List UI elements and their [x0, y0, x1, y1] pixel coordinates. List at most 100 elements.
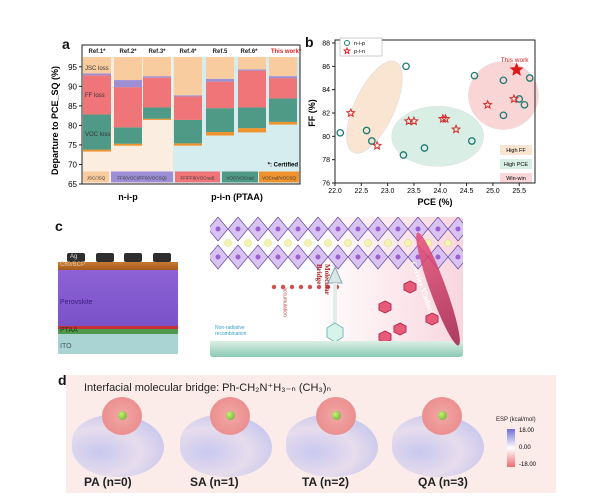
- bar-segment: [206, 78, 234, 82]
- panel-label-c: c: [55, 218, 63, 234]
- legend-swatch: [175, 171, 220, 183]
- a-site-cation: [264, 239, 272, 247]
- colorbar-tick: 0.00: [519, 445, 531, 451]
- y-tick-label: 88: [322, 41, 330, 48]
- y-tick-label: 82: [322, 111, 330, 118]
- ptaa-layer: [58, 329, 178, 334]
- bar-segment: [269, 98, 297, 122]
- ito-layer: [58, 334, 178, 354]
- a-site-cation: [344, 239, 352, 247]
- bar-segment: [269, 78, 297, 99]
- ag-electrode: [153, 253, 171, 262]
- y-tick-label: 86: [322, 64, 330, 71]
- esp-panel: Interfacial molecular bridge: Ph-CH₂N⁺H₃…: [66, 375, 556, 493]
- b-site-atom: [335, 254, 341, 260]
- region-legend-label: High FF: [506, 148, 526, 154]
- x-axis-label: PCE (%): [417, 197, 452, 207]
- molecule-label: QA (n=3): [418, 475, 468, 489]
- bridge-shaft: [333, 283, 337, 323]
- y-tick-label: 90: [68, 82, 77, 91]
- circle-marker: [402, 62, 410, 71]
- legend-label: FF/FF0(VOCrad): [180, 176, 215, 181]
- esp-colorbar: [507, 429, 515, 467]
- loss-bar-chart: Ref.1* Ref.2* Ref.3* Ref.4* Ref.5 Ref.6* This …: [50, 44, 302, 202]
- legend-label: n-i-p: [354, 41, 365, 47]
- molecule-label: PA (n=0): [84, 475, 132, 489]
- bar-segment: [269, 57, 297, 77]
- b-site-atom: [235, 254, 241, 260]
- star-marker: [372, 140, 383, 150]
- bar-segment: [143, 57, 171, 77]
- legend-swatch: [259, 171, 299, 183]
- bar-segment: [238, 128, 266, 133]
- benzene-ring-icon: [326, 322, 344, 343]
- x-tick-label: 23.0: [381, 188, 395, 195]
- star-marker: [508, 93, 519, 104]
- y-axis-label: Departure to PCE_SQ (%): [50, 66, 60, 175]
- a-site-cation: [324, 239, 332, 247]
- star-marker: [440, 113, 451, 124]
- x-tick-label: 24.5: [460, 188, 474, 195]
- b-site-atom: [215, 226, 221, 232]
- bar-segment: [206, 108, 234, 133]
- circle-marker: [362, 126, 371, 135]
- region-ellipse: [346, 60, 403, 154]
- bar-segment: [238, 70, 266, 108]
- legend-swatch: [222, 171, 258, 183]
- electron: [298, 284, 304, 290]
- x-tick-label: 25.5: [512, 188, 526, 195]
- ag-electrode: [67, 253, 85, 262]
- b-site-atom: [455, 226, 461, 232]
- a-site-cation: [244, 239, 252, 247]
- electron: [325, 284, 331, 290]
- bar-segment: [238, 69, 266, 71]
- annotation: VOC loss: [85, 132, 110, 138]
- perovskite-lattice: [210, 217, 463, 351]
- bar-segment: [238, 57, 266, 70]
- ff-pce-scatter-chart: High FF High PCE Win-win This work 22.0 22.5 2…: [307, 37, 539, 207]
- y-tick-label: 84: [322, 87, 330, 94]
- circle-marker: [499, 111, 508, 120]
- b-site-atom: [375, 226, 381, 232]
- x-tick-label: 23.5: [407, 188, 421, 195]
- electron: [316, 284, 322, 290]
- molecule-label: SA (n=1): [190, 475, 239, 489]
- panel-label-b: b: [305, 34, 314, 50]
- c60-bcp-label: C60/BCP: [60, 262, 86, 268]
- ag-electrode: [96, 253, 114, 262]
- bar-segment: [114, 87, 142, 128]
- a-site-cation: [384, 239, 392, 247]
- panel-label-d: d: [58, 372, 67, 388]
- bar-segment: [83, 149, 111, 152]
- esp-title: Interfacial molecular bridge: Ph-CH₂N⁺H₃…: [84, 382, 331, 394]
- bar-segment: [206, 81, 234, 109]
- interface-line: [58, 326, 178, 329]
- electron: [271, 284, 277, 290]
- y-tick-label: 85: [68, 102, 77, 111]
- b-site-atom: [315, 254, 321, 260]
- y-tick-label: 80: [322, 134, 330, 141]
- region-ellipse: [468, 61, 539, 130]
- b-site-atom: [275, 226, 281, 232]
- circle-marker: [336, 128, 345, 137]
- bar-segment: [114, 127, 142, 144]
- ptaa-label: PTAA: [60, 327, 78, 334]
- legend-label: VOCrad/VOCSQ: [262, 176, 296, 181]
- benzene-ring-icon: [403, 280, 417, 294]
- b-site-atom: [435, 254, 441, 260]
- region-legend-swatch: [500, 173, 532, 183]
- benzene-ring-icon: [425, 312, 439, 326]
- b-site-atom: [355, 226, 361, 232]
- category-label: Ref.2*: [119, 49, 137, 55]
- b-site-atom: [455, 254, 461, 260]
- y-axis-label: FF (%): [307, 99, 317, 127]
- bar-segment: [143, 77, 171, 108]
- star-marker: [408, 115, 419, 126]
- bar-segment: [206, 132, 234, 136]
- b-site-atom: [215, 254, 221, 260]
- annotation: JSC loss: [85, 66, 109, 72]
- electron: [289, 284, 295, 290]
- c60-bcp-layer: [58, 262, 178, 270]
- annotation: FF loss: [85, 93, 105, 99]
